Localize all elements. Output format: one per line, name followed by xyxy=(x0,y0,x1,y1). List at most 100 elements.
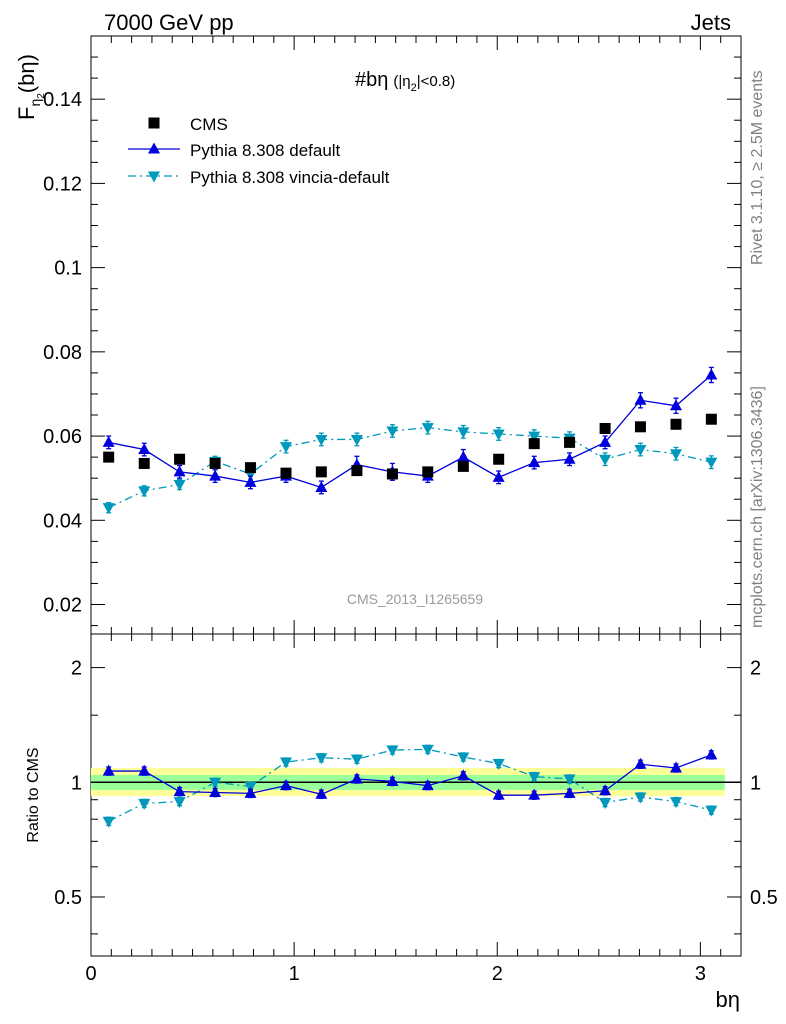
main-ylabel: Fη2(bη) xyxy=(14,54,47,120)
point-cms xyxy=(138,457,150,469)
plot-title-sub-index: 2 xyxy=(411,82,417,94)
ratio-point-pythia-default xyxy=(102,764,115,776)
point-pythia-default xyxy=(670,399,682,411)
ratio-point-vincia xyxy=(634,792,647,804)
point-pythia-default xyxy=(563,452,576,464)
plot-title: #bη (|η2|<0.8) xyxy=(355,69,455,94)
y-tick-label: 0.12 xyxy=(43,173,82,195)
point-vincia xyxy=(173,480,186,491)
ratio-point-vincia xyxy=(670,797,682,809)
series-line-vincia xyxy=(108,426,712,509)
ratio-point-pythia-default xyxy=(315,787,328,799)
point-vincia xyxy=(421,423,434,435)
ratio-point-pythia-default xyxy=(528,788,541,800)
point-cms xyxy=(315,466,327,478)
point-vincia xyxy=(280,442,292,454)
ratio-point-pythia-default xyxy=(457,769,470,781)
point-cms xyxy=(244,462,256,474)
point-vincia xyxy=(492,429,505,441)
ratio-point-vincia xyxy=(705,805,718,817)
mcplots-label: mcplots.cern.ch [arXiv:1306.3436] xyxy=(749,386,766,628)
point-cms xyxy=(634,421,646,433)
main-series-layer xyxy=(102,366,718,515)
main-ylabel-subsub: 2 xyxy=(36,93,47,99)
ratio-point-pythia-default xyxy=(280,779,292,791)
point-pythia-default xyxy=(138,443,151,455)
x-tick-label: 1 xyxy=(289,963,300,985)
ratio-point-vincia xyxy=(492,759,505,771)
ratio-point-pythia-default xyxy=(563,786,576,798)
point-cms xyxy=(209,457,221,469)
point-vincia xyxy=(599,454,612,466)
ratio-point-pythia-default xyxy=(350,772,363,784)
axis-ticks: 0 1 2 3 0.02 0.04 0.06 0.08 0.1 0.12 0.14 0.5 0.5 1 1 2… xyxy=(43,35,778,985)
ratio-point-vincia xyxy=(457,752,470,764)
legend-marker-cms xyxy=(148,117,160,129)
point-vincia xyxy=(138,486,151,498)
y-tick-label: 0.08 xyxy=(43,342,82,364)
legend-label: Pythia 8.308 default xyxy=(190,141,341,160)
ratio-ylabel: Ratio to CMS xyxy=(25,747,42,842)
y-tick-label: 0.04 xyxy=(43,510,82,532)
point-vincia xyxy=(457,427,470,439)
header-left: 7000 GeV pp xyxy=(104,10,234,35)
point-pythia-default xyxy=(209,469,222,481)
ratio-series-layer xyxy=(102,744,718,828)
point-cms xyxy=(528,438,540,450)
y-tick-label: 0.14 xyxy=(43,89,82,111)
point-pythia-default xyxy=(315,480,328,492)
y-tick-label: 0.06 xyxy=(43,426,82,448)
ratio-point-pythia-default xyxy=(599,784,612,796)
ratio-point-pythia-default xyxy=(670,761,682,773)
point-vincia xyxy=(102,503,115,515)
point-pythia-default xyxy=(102,435,115,447)
ratio-point-pythia-default xyxy=(209,786,222,798)
analysis-watermark: CMS_2013_I1265659 xyxy=(347,591,483,607)
point-cms xyxy=(174,453,186,465)
plot-title-sub: (|η xyxy=(393,73,410,90)
point-vincia xyxy=(634,445,647,457)
header-right: Jets xyxy=(691,10,731,35)
ratio-y-tick-label: 2 xyxy=(71,658,82,680)
ratio-point-pythia-default xyxy=(138,764,151,776)
ratio-y-tick-label-right: 1 xyxy=(750,772,761,794)
point-pythia-default xyxy=(528,456,541,468)
y-tick-label: 0.1 xyxy=(54,258,82,280)
ratio-line-pythia-default xyxy=(108,754,712,796)
point-pythia-default xyxy=(492,470,505,482)
series-line-pythia-default xyxy=(108,374,712,489)
point-vincia xyxy=(528,431,541,443)
ratio-point-vincia xyxy=(421,744,434,756)
point-cms xyxy=(599,422,611,434)
ratio-point-vincia xyxy=(138,798,151,810)
ratio-line-vincia xyxy=(108,748,712,822)
ratio-y-tick-label: 0.5 xyxy=(54,887,82,909)
main-ylabel-tail: (bη) xyxy=(14,54,39,93)
point-pythia-default xyxy=(634,393,647,405)
main-ylabel-sub: η xyxy=(27,99,43,107)
plot-title-main: #bη xyxy=(355,69,388,91)
ratio-point-vincia xyxy=(173,797,186,809)
legend-label: CMS xyxy=(190,115,228,134)
ratio-point-vincia xyxy=(528,772,541,784)
legend-marker-pythia-default xyxy=(148,142,160,154)
x-tick-label: 2 xyxy=(492,963,503,985)
y-tick-label: 0.02 xyxy=(43,595,82,617)
point-pythia-default xyxy=(599,435,612,447)
svg-text:Fη2(bη): Fη2(bη) xyxy=(14,54,47,120)
point-pythia-default xyxy=(173,465,186,477)
rivet-label-text: Rivet 3.1.10, ≥ 2.5M events xyxy=(749,70,766,265)
ratio-point-pythia-default xyxy=(492,788,505,800)
legend-label: Pythia 8.308 vincia-default xyxy=(190,168,390,187)
point-cms xyxy=(564,436,576,448)
point-vincia xyxy=(350,434,363,446)
ratio-point-vincia xyxy=(209,777,222,789)
ratio-point-pythia-default xyxy=(244,786,257,798)
point-cms xyxy=(386,468,398,480)
ratio-point-vincia xyxy=(386,745,399,757)
point-vincia xyxy=(315,434,328,446)
ratio-point-vincia xyxy=(563,774,576,786)
ratio-point-pythia-default xyxy=(421,779,434,791)
ratio-point-pythia-default xyxy=(173,785,186,797)
